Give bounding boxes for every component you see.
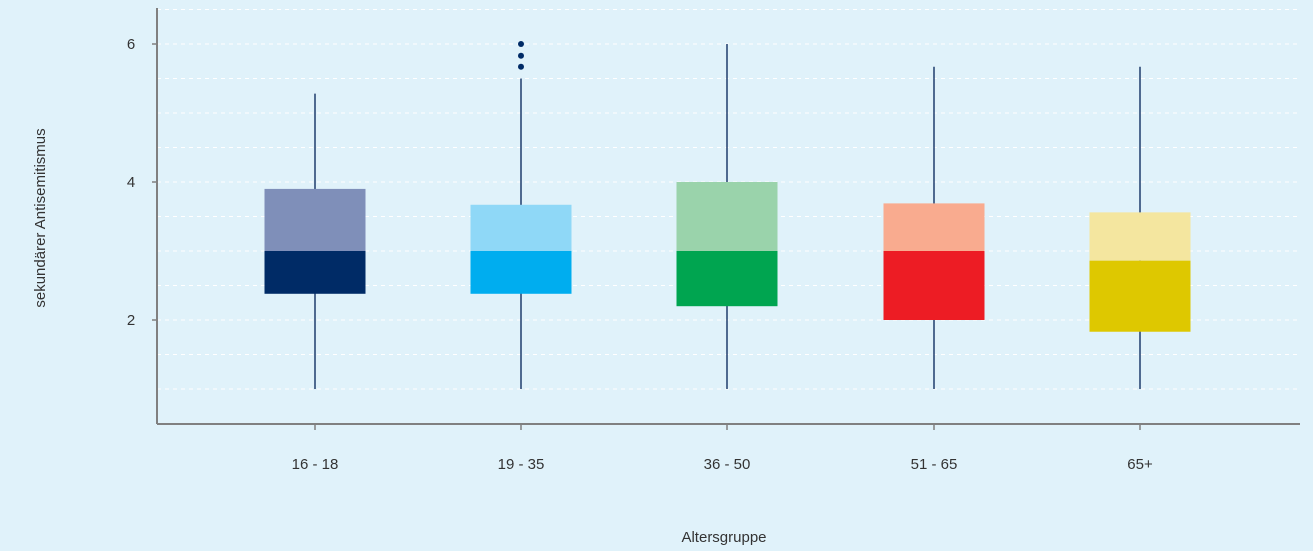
tick-labels: 2 4 6 16 - 18 19 - 35 36 - 50 51 - 65 65+ [127, 36, 1153, 473]
box-lower [470, 251, 572, 294]
x-tick-label: 65+ [1127, 456, 1153, 473]
x-tick-label: 51 - 65 [911, 456, 958, 473]
outlier-point [518, 63, 524, 70]
y-tick-label: 2 [127, 312, 135, 329]
box-upper [676, 182, 778, 251]
box-upper [883, 203, 985, 251]
box-lower [1089, 260, 1191, 332]
box-lower [676, 251, 778, 307]
axes [152, 8, 1300, 430]
y-axis-title: sekundärer Antisemitismus [32, 128, 49, 307]
boxes [264, 41, 1191, 389]
box-lower [264, 251, 366, 294]
box-upper [264, 188, 366, 251]
box-upper [1089, 212, 1191, 261]
y-tick-label: 4 [127, 174, 135, 191]
x-axis-title: Altersgruppe [681, 529, 766, 546]
outlier-point [518, 52, 524, 59]
x-tick-label: 16 - 18 [292, 456, 339, 473]
outlier-point [518, 41, 524, 47]
x-tick-label: 19 - 35 [498, 456, 545, 473]
box-lower [883, 251, 985, 320]
y-tick-label: 6 [127, 36, 135, 53]
x-tick-label: 36 - 50 [704, 456, 751, 473]
box-upper [470, 204, 572, 251]
